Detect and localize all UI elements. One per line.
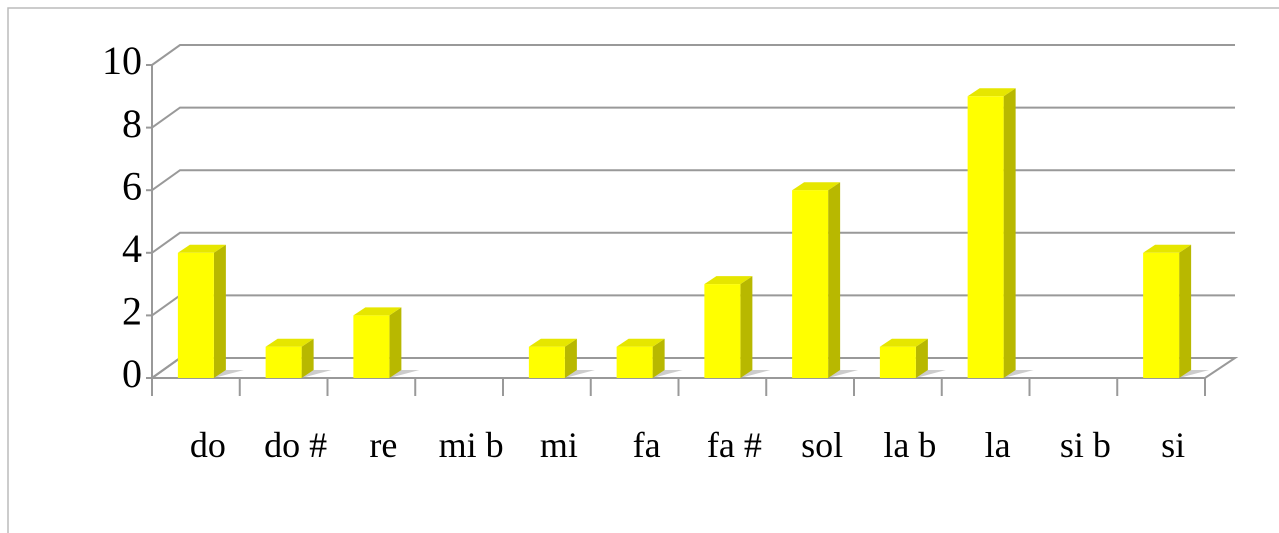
x-tick-label: la xyxy=(984,425,1011,465)
bar-top xyxy=(704,276,753,285)
grid-line xyxy=(151,294,1235,317)
bar-front xyxy=(177,252,214,378)
bar-top xyxy=(792,182,841,191)
bar xyxy=(879,338,946,378)
bar xyxy=(1143,244,1210,378)
bar xyxy=(528,338,595,378)
bar xyxy=(704,276,771,378)
bar xyxy=(792,182,859,378)
bar-side xyxy=(740,276,753,378)
x-tick-label: si b xyxy=(1059,425,1111,465)
bar-top xyxy=(177,244,226,253)
bar-front xyxy=(967,96,1004,379)
bar-front xyxy=(528,346,565,378)
bar-top xyxy=(967,88,1016,97)
bar-front xyxy=(1143,252,1180,378)
x-tick-label: do xyxy=(189,425,226,465)
bar-side xyxy=(213,244,226,378)
grid-line xyxy=(151,169,1235,192)
bar xyxy=(265,338,332,378)
y-tick-label: 2 xyxy=(122,289,142,334)
bar-top xyxy=(1143,244,1192,253)
bar-side xyxy=(1003,88,1016,379)
bar-side xyxy=(915,338,928,378)
bar-top xyxy=(879,338,928,347)
bar-side xyxy=(652,338,665,378)
grid-line xyxy=(151,357,1235,379)
grid-line xyxy=(151,44,1235,66)
bar xyxy=(616,338,683,378)
x-tick-label: fa xyxy=(632,425,661,465)
x-tick-label: mi b xyxy=(438,425,504,465)
bar-side xyxy=(1179,244,1192,378)
bar-front xyxy=(879,346,916,378)
grid-line xyxy=(151,231,1235,254)
bar xyxy=(967,88,1034,379)
y-tick-label: 4 xyxy=(122,226,142,271)
x-tick-label: si xyxy=(1161,425,1186,465)
x-tick-label: re xyxy=(369,425,398,465)
x-tick-label: fa # xyxy=(706,425,762,465)
y-tick-label: 6 xyxy=(122,163,142,208)
y-tick-label: 8 xyxy=(122,101,142,146)
bar-front xyxy=(704,284,741,378)
y-tick-label: 10 xyxy=(102,38,142,83)
bar-front xyxy=(616,346,653,378)
chart-border xyxy=(7,7,1279,533)
bar-top xyxy=(353,307,402,316)
x-tick-label: mi xyxy=(539,425,578,465)
bar-top xyxy=(528,338,577,347)
bar-top xyxy=(616,338,665,347)
bar-side xyxy=(564,338,577,378)
bar-side xyxy=(389,307,402,378)
y-tick-label: 0 xyxy=(122,351,142,396)
x-tick-label: sol xyxy=(801,425,844,465)
bar-front xyxy=(792,190,829,378)
bar xyxy=(353,307,420,378)
bar-front xyxy=(353,315,390,378)
bar-side xyxy=(301,338,314,378)
grid-line xyxy=(151,106,1235,129)
bar-front xyxy=(265,346,302,378)
floor xyxy=(148,357,1239,379)
bar-side xyxy=(828,182,841,378)
x-tick-label: do # xyxy=(264,425,328,465)
bar xyxy=(177,244,244,378)
x-tick-label: la b xyxy=(883,425,937,465)
bar-top xyxy=(265,338,314,347)
